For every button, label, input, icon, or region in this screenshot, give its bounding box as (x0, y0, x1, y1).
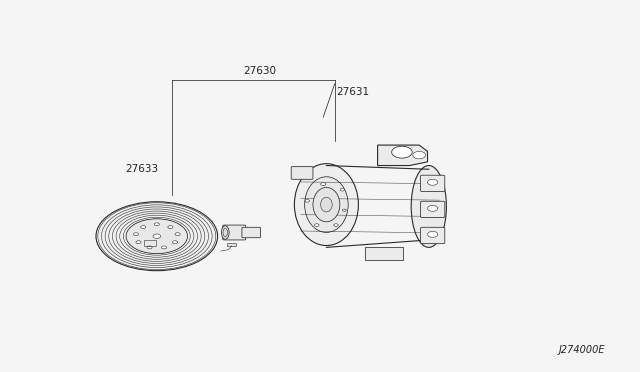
Ellipse shape (321, 183, 326, 186)
Ellipse shape (153, 234, 161, 238)
Text: 27631: 27631 (336, 87, 369, 97)
Ellipse shape (305, 199, 310, 202)
Ellipse shape (141, 226, 146, 228)
Ellipse shape (342, 209, 346, 211)
Ellipse shape (411, 166, 447, 247)
Text: J274000E: J274000E (558, 345, 605, 355)
Ellipse shape (147, 246, 152, 249)
Ellipse shape (173, 241, 178, 244)
Text: 27633: 27633 (125, 164, 158, 174)
Circle shape (413, 151, 426, 159)
Ellipse shape (154, 223, 159, 226)
FancyBboxPatch shape (420, 175, 445, 192)
FancyBboxPatch shape (242, 227, 260, 238)
Ellipse shape (321, 197, 332, 212)
Circle shape (428, 205, 438, 211)
Circle shape (428, 231, 438, 237)
Ellipse shape (161, 246, 166, 249)
Ellipse shape (221, 226, 229, 239)
Ellipse shape (340, 189, 345, 191)
Bar (144, 240, 156, 246)
Ellipse shape (126, 219, 188, 254)
Ellipse shape (305, 177, 348, 232)
FancyBboxPatch shape (420, 201, 445, 218)
Polygon shape (378, 145, 428, 166)
Ellipse shape (175, 233, 180, 235)
Ellipse shape (168, 226, 173, 228)
Ellipse shape (136, 241, 141, 244)
Ellipse shape (134, 233, 139, 235)
Polygon shape (365, 247, 403, 260)
Bar (227, 243, 236, 246)
FancyBboxPatch shape (291, 167, 313, 179)
Ellipse shape (314, 224, 319, 226)
Ellipse shape (313, 187, 340, 222)
Circle shape (428, 179, 438, 185)
Ellipse shape (96, 202, 218, 271)
Circle shape (392, 146, 412, 158)
Ellipse shape (294, 164, 358, 246)
Text: 27630: 27630 (243, 66, 276, 76)
FancyBboxPatch shape (223, 225, 246, 240)
Ellipse shape (334, 224, 339, 226)
FancyBboxPatch shape (420, 227, 445, 244)
